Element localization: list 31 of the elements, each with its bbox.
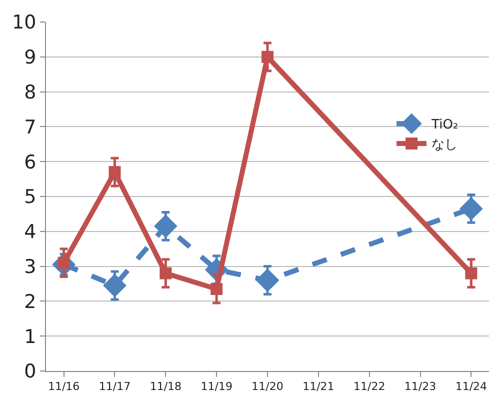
y-tick-label: 8	[24, 81, 36, 104]
point	[154, 214, 178, 238]
x-tick-label: 11/20	[252, 380, 284, 394]
x-tick-label: 11/16	[48, 380, 80, 394]
x-tick-label: 11/23	[404, 380, 436, 394]
x-tick-label: 11/18	[150, 380, 182, 394]
point	[210, 282, 223, 295]
x-tick-label: 11/24	[455, 380, 488, 394]
point	[108, 166, 121, 178]
y-tick-label: 3	[24, 256, 36, 278]
x-tick-label: 11/22	[353, 380, 386, 394]
y-tick-label: 2	[24, 290, 36, 313]
x-tick-label: 11/17	[98, 380, 131, 394]
point	[256, 268, 280, 292]
x-tick-label: 11/19	[200, 380, 232, 394]
y-tick-label: 7	[24, 116, 36, 138]
y-tick-label: 10	[12, 12, 36, 34]
y-tick-label: 5	[24, 186, 36, 208]
point	[465, 267, 478, 280]
point	[160, 267, 172, 280]
point	[459, 197, 483, 220]
point	[103, 274, 126, 298]
y-tick-label: 9	[24, 46, 36, 69]
legend-label: なし	[432, 138, 458, 153]
x-tick-label: 11/21	[302, 380, 334, 394]
y-tick-label: 1	[24, 326, 36, 348]
y-tick-label: 0	[24, 360, 36, 383]
y-tick-label: 4	[24, 221, 36, 244]
legend-label: TiO₂	[430, 118, 458, 133]
y-tick-label: 6	[24, 151, 36, 174]
point	[262, 50, 274, 63]
